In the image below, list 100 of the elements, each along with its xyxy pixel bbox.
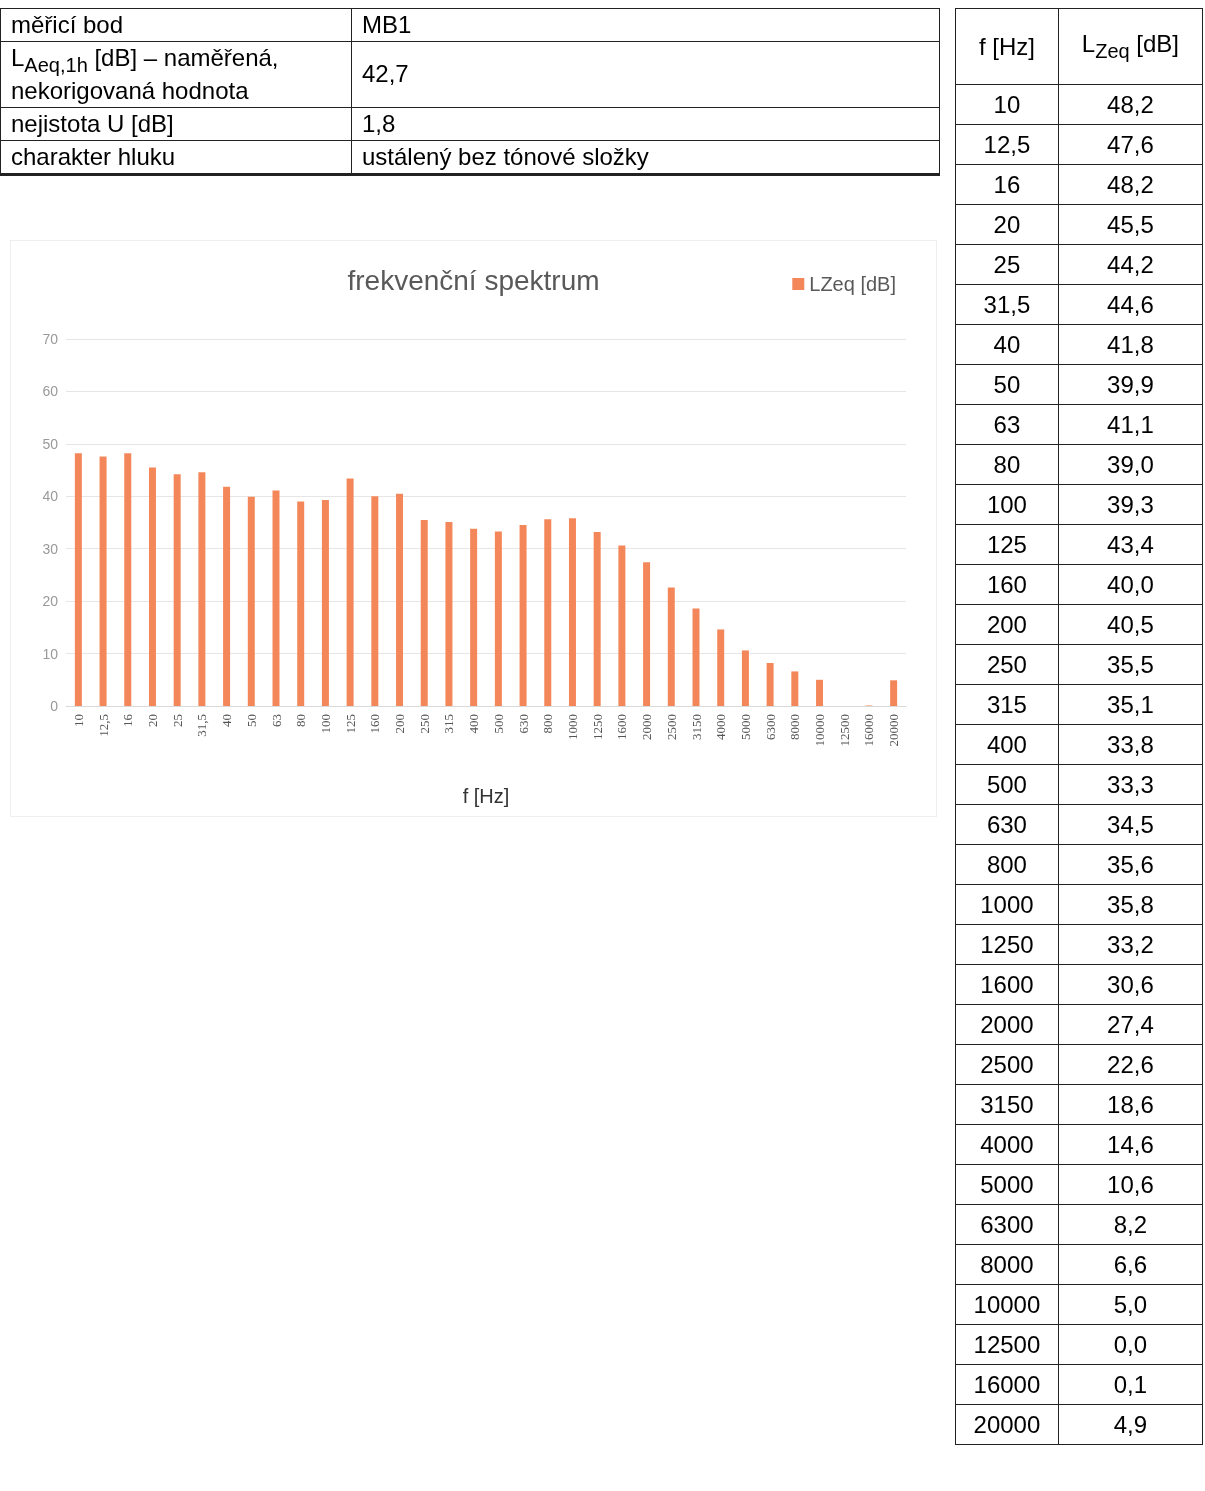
text: 39,3 — [1058, 484, 1203, 525]
bar — [396, 493, 404, 706]
bar — [420, 519, 428, 706]
text: 16000 — [955, 1364, 1059, 1405]
x-tick-label: 500 — [490, 714, 506, 734]
x-tick-label: 6300 — [762, 714, 778, 740]
bar — [816, 679, 824, 706]
text: měřicí bod — [0, 8, 352, 42]
bar — [519, 525, 527, 706]
text: 40,5 — [1058, 604, 1203, 645]
x-axis-title: f [Hz] — [462, 785, 510, 807]
text: 22,6 — [1058, 1044, 1203, 1085]
text: 80 — [955, 444, 1059, 485]
x-tick-label: 100 — [317, 714, 333, 734]
text: 27,4 — [1058, 1004, 1203, 1045]
text: 20 — [955, 204, 1059, 245]
x-tick-label: 10000 — [812, 714, 828, 747]
x-tick-label: 25 — [169, 714, 185, 727]
text: 63 — [955, 404, 1059, 445]
bar — [766, 663, 774, 706]
text: 10,6 — [1058, 1164, 1203, 1205]
x-tick-label: 160 — [367, 714, 383, 734]
text: 48,2 — [1058, 84, 1203, 125]
x-tick-label: 80 — [293, 714, 309, 727]
x-tick-label: 3150 — [688, 714, 704, 740]
text: 160 — [955, 564, 1059, 605]
text: 40,0 — [1058, 564, 1203, 605]
bar — [272, 490, 280, 706]
text: 40 — [955, 324, 1059, 365]
text: 10 — [955, 84, 1059, 125]
text: MB1 — [351, 8, 940, 42]
bar — [618, 545, 626, 706]
text: 35,8 — [1058, 884, 1203, 925]
text: nejistota U [dB] — [0, 107, 352, 141]
text: 250 — [955, 644, 1059, 685]
text: 34,5 — [1058, 804, 1203, 845]
text: 33,8 — [1058, 724, 1203, 765]
x-tick-label: 50 — [243, 714, 259, 727]
x-tick-label: 16 — [120, 713, 136, 727]
text: L$_{Zeq}$ [dB] — [1058, 8, 1203, 85]
bar — [544, 519, 552, 706]
text: 44,6 — [1058, 284, 1203, 325]
x-tick-label: 5000 — [737, 714, 753, 740]
bar — [321, 499, 329, 706]
text: 4000 — [955, 1124, 1059, 1165]
x-tick-label: 12500 — [836, 714, 852, 747]
x-tick-label: 8000 — [787, 714, 803, 740]
text: 35,6 — [1058, 844, 1203, 885]
text: 630 — [955, 804, 1059, 845]
bar — [791, 671, 799, 706]
y-tick-label: 40 — [42, 488, 59, 505]
bar — [247, 496, 255, 706]
bar — [124, 453, 132, 706]
bar — [643, 562, 651, 706]
text: 45,5 — [1058, 204, 1203, 245]
x-tick-label: 10 — [70, 714, 86, 727]
bar — [198, 472, 206, 706]
bar — [99, 456, 107, 706]
text: 48,2 — [1058, 164, 1203, 205]
text: 2500 — [955, 1044, 1059, 1085]
x-tick-label: 2000 — [639, 714, 655, 740]
x-tick-label: 1600 — [614, 714, 630, 740]
bar — [371, 496, 379, 706]
x-tick-label: 200 — [392, 714, 408, 734]
y-tick-label: 10 — [42, 645, 59, 662]
x-tick-label: 40 — [219, 714, 235, 727]
text: charakter hluku — [0, 140, 352, 175]
x-tick-label: 63 — [268, 714, 284, 727]
text: 1000 — [955, 884, 1059, 925]
text: 39,9 — [1058, 364, 1203, 405]
bar — [173, 474, 181, 706]
text: 4,9 — [1058, 1404, 1203, 1445]
text: 12,5 — [955, 124, 1059, 165]
x-tick-label: 1000 — [564, 714, 580, 740]
legend-label: LZeq [dB] — [809, 273, 896, 295]
bar — [593, 531, 601, 706]
text: 35,1 — [1058, 684, 1203, 725]
x-tick-label: 400 — [466, 714, 482, 734]
text: 35,5 — [1058, 644, 1203, 685]
y-tick-label: 70 — [42, 331, 59, 347]
bar — [470, 528, 478, 706]
text: 1250 — [955, 924, 1059, 965]
text: 500 — [955, 764, 1059, 805]
text: 8,2 — [1058, 1204, 1203, 1245]
x-tick-label: 630 — [515, 714, 531, 734]
x-tick-label: 20000 — [886, 714, 902, 747]
x-tick-label: 315 — [441, 714, 457, 734]
text: 2000 — [955, 1004, 1059, 1045]
bar — [717, 629, 725, 706]
text: 100 — [955, 484, 1059, 525]
bar — [667, 587, 675, 706]
text: 12500 — [955, 1324, 1059, 1365]
y-tick-label: 60 — [42, 383, 59, 400]
text: 43,4 — [1058, 524, 1203, 565]
text: 6,6 — [1058, 1244, 1203, 1285]
x-tick-label: 16000 — [861, 714, 877, 747]
text: 5000 — [955, 1164, 1059, 1205]
text: 1600 — [955, 964, 1059, 1005]
text: 0,1 — [1058, 1364, 1203, 1405]
text: 41,1 — [1058, 404, 1203, 445]
